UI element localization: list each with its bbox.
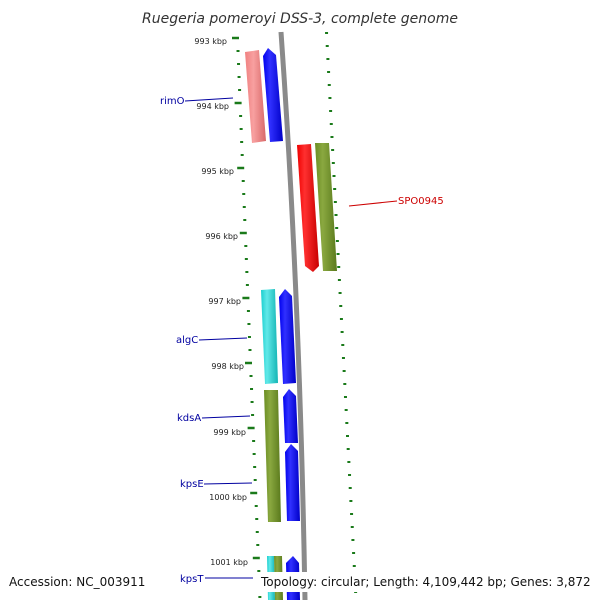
- leader-line-SPO0945: [348, 200, 398, 207]
- right-tick-track: [325, 32, 358, 593]
- feature-kpsE-cds[interactable]: [285, 444, 300, 521]
- feature-algC[interactable]: [261, 289, 278, 384]
- scale-label-993: 993 kbp: [194, 37, 227, 46]
- feature-rimO[interactable]: [245, 50, 266, 143]
- scale-label-996: 996 kbp: [205, 232, 238, 241]
- leader-line-kpsE: [203, 482, 253, 485]
- map-title: Ruegeria pomeroyi DSS-3, complete genome: [142, 11, 458, 27]
- leader-line-kdsA: [201, 415, 251, 419]
- scale-label-995: 995 kbp: [201, 167, 234, 176]
- leader-line-rimO: [184, 97, 234, 102]
- feature-rimO-cds[interactable]: [263, 48, 283, 142]
- gene-label-lines: [184, 97, 398, 579]
- scale-label-997: 997 kbp: [208, 297, 241, 306]
- scale-labels: 993 kbp 994 kbp 995 kbp 996 kbp 997 kbp …: [194, 37, 248, 567]
- left-tick-track: [232, 36, 262, 598]
- gene-label-algC[interactable]: algC: [176, 335, 198, 346]
- gene-label-kpsT[interactable]: kpsT: [180, 574, 204, 585]
- scale-label-1000: 1000 kbp: [209, 493, 247, 502]
- footer-topology: Topology: circular; Length: 4,109,442 bp…: [260, 575, 591, 589]
- feature-kdsA[interactable]: [264, 390, 281, 522]
- footer-accession-bg: [6, 572, 152, 592]
- footer-topology-bg: [257, 572, 595, 592]
- scale-label-1001: 1001 kbp: [210, 558, 248, 567]
- feature-SPO0945[interactable]: [315, 143, 337, 271]
- feature-kdsA-cds[interactable]: [283, 389, 298, 443]
- gene-label-SPO0945[interactable]: SPO0945: [398, 196, 444, 207]
- gene-label-rimO[interactable]: rimO: [160, 96, 185, 107]
- genome-backbone: [278, 31, 308, 600]
- gene-features: [245, 48, 337, 600]
- gene-label-kpsE[interactable]: kpsE: [180, 479, 204, 490]
- scale-label-994: 994 kbp: [196, 102, 229, 111]
- leader-line-algC: [198, 337, 248, 341]
- feature-SPO0945-cds[interactable]: [297, 144, 319, 272]
- scale-label-999: 999 kbp: [213, 428, 246, 437]
- gene-labels: rimO SPO0945 algC kdsA kpsE: [160, 96, 444, 490]
- scale-label-998: 998 kbp: [211, 362, 244, 371]
- gene-label-kdsA[interactable]: kdsA: [177, 413, 201, 424]
- footer-accession: Accession: NC_003911: [9, 575, 145, 589]
- feature-algC-cds[interactable]: [279, 289, 296, 384]
